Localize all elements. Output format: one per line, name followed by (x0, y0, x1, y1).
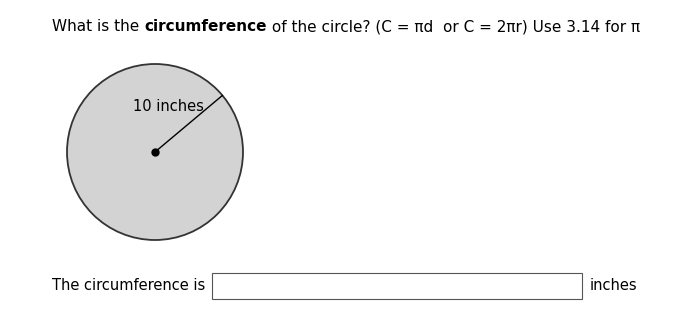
Text: What is the: What is the (52, 19, 144, 34)
Text: of the circle? (C = πd  or C = 2πr) Use 3.14 for π: of the circle? (C = πd or C = 2πr) Use 3… (267, 19, 640, 34)
Bar (212, 273, 582, 299)
Text: inches: inches (590, 279, 638, 294)
Text: The circumference is: The circumference is (52, 279, 205, 294)
Circle shape (67, 64, 243, 240)
Text: 10 inches: 10 inches (133, 99, 204, 114)
Text: circumference: circumference (144, 19, 267, 34)
